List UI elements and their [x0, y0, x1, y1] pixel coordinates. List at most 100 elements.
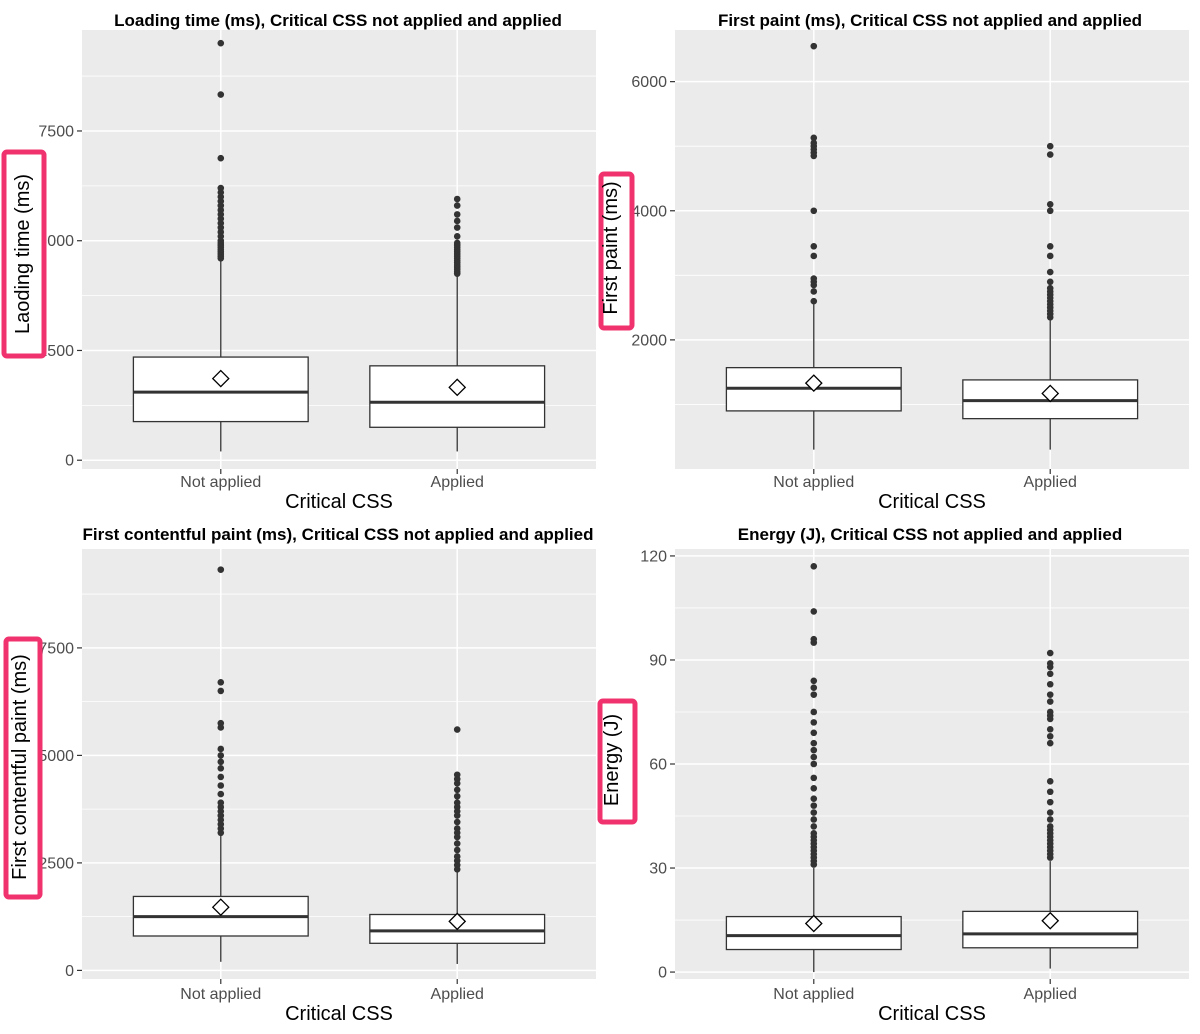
x-tick-label: Applied [1024, 474, 1077, 491]
outlier-point [453, 799, 461, 806]
outlier-point [1046, 788, 1054, 796]
outlier-point [453, 239, 461, 247]
outlier-point [1046, 708, 1054, 716]
panel-title: First contentful paint (ms), Critical CS… [83, 525, 594, 544]
mean-marker [1041, 911, 1060, 930]
outlier-point [1046, 726, 1054, 733]
outlier-point [453, 818, 461, 826]
outlier-point [217, 91, 225, 98]
x-tick-label: Not applied [180, 986, 261, 1003]
y-tick-label: 120 [640, 548, 667, 565]
outlier-point [453, 217, 461, 225]
outlier-point [810, 784, 818, 792]
outlier-point [1046, 823, 1054, 830]
outlier-point [217, 773, 225, 781]
x-tick-label: Applied [431, 986, 484, 1003]
outlier-point [810, 823, 818, 830]
box-not-applied [725, 563, 902, 973]
y-tick-label: 0 [658, 965, 667, 982]
outlier-point [810, 297, 818, 305]
outlier-point [217, 687, 225, 695]
outlier-point [217, 39, 225, 47]
outlier-point [453, 792, 461, 800]
x-tick-label: Not applied [180, 474, 261, 491]
y-axis-title: First paint (ms) [600, 181, 622, 314]
outlier-point [453, 202, 461, 209]
y-axis-title-highlight [598, 171, 635, 331]
outlier-point [1046, 670, 1054, 678]
outlier-point [217, 790, 225, 798]
outlier-point [810, 816, 818, 823]
y-tick-label: 30 [649, 861, 667, 878]
outlier-point [810, 795, 818, 802]
outlier-point [453, 786, 461, 794]
y-axis-title: Laoding time (ms) [12, 174, 34, 334]
panel-4: Energy (J), Critical CSS not applied and… [597, 525, 1189, 1025]
outlier-point [1046, 798, 1054, 806]
outlier-point [810, 691, 818, 698]
outlier-point [1046, 268, 1054, 276]
y-tick-label: 2500 [38, 343, 74, 360]
outlier-point [1046, 680, 1054, 688]
outlier-point [810, 774, 818, 782]
panel-3: First contentful paint (ms), Critical CS… [3, 525, 596, 1025]
outlier-point [810, 207, 818, 215]
y-tick-label: 5000 [38, 233, 74, 250]
outlier-point [453, 224, 461, 231]
mean-marker [448, 912, 467, 931]
outlier-point [810, 708, 818, 716]
x-axis-title: Critical CSS [285, 491, 393, 513]
x-axis-title: Critical CSS [878, 1003, 986, 1025]
panel-2: First paint (ms), Critical CSS not appli… [598, 11, 1189, 513]
outlier-point [1046, 778, 1054, 785]
panel-title: First paint (ms), Critical CSS not appli… [718, 11, 1142, 30]
y-tick-label: 7500 [38, 640, 74, 657]
outlier-point [217, 782, 225, 789]
outlier-point [810, 719, 818, 726]
outlier-point [810, 242, 818, 250]
outlier-point [810, 760, 818, 768]
y-tick-label: 2500 [38, 855, 74, 872]
outlier-point [217, 566, 225, 573]
y-tick-label: 0 [65, 963, 74, 980]
mean-marker [1041, 384, 1060, 403]
outlier-point [217, 745, 225, 753]
outlier-point [217, 719, 225, 727]
outlier-point [810, 677, 818, 685]
box-body [369, 365, 546, 428]
outlier-point [1046, 278, 1054, 286]
y-axis-title-highlight [3, 636, 43, 900]
mean-marker [804, 914, 823, 933]
outlier-point [810, 753, 818, 761]
outlier-point [217, 752, 225, 759]
mean-marker [804, 374, 823, 393]
panel-title: Loading time (ms), Critical CSS not appl… [114, 11, 562, 30]
x-tick-label: Applied [431, 474, 484, 491]
outlier-point [810, 275, 818, 282]
outlier-point [1046, 201, 1054, 208]
outlier-point [810, 635, 818, 643]
mean-marker [211, 369, 230, 388]
box-not-applied [132, 566, 309, 962]
outlier-point [1046, 660, 1054, 667]
outlier-point [810, 729, 818, 737]
outlier-point [1046, 252, 1054, 260]
outlier-point [1046, 207, 1054, 215]
outlier-point [453, 825, 461, 832]
outlier-point [810, 134, 818, 142]
outlier-point [217, 154, 225, 162]
box-body [132, 356, 309, 423]
outlier-point [810, 746, 818, 754]
outlier-point [1046, 816, 1054, 823]
outlier-point [1046, 649, 1054, 657]
outlier-point [1046, 732, 1054, 740]
outlier-point [1046, 284, 1054, 292]
y-axis-title: Energy (J) [601, 714, 623, 806]
y-tick-label: 2000 [631, 332, 667, 349]
outlier-point [1046, 242, 1054, 250]
outlier-point [217, 184, 225, 192]
outlier-point [453, 840, 461, 847]
outlier-point [453, 771, 461, 779]
outlier-point [453, 726, 461, 733]
